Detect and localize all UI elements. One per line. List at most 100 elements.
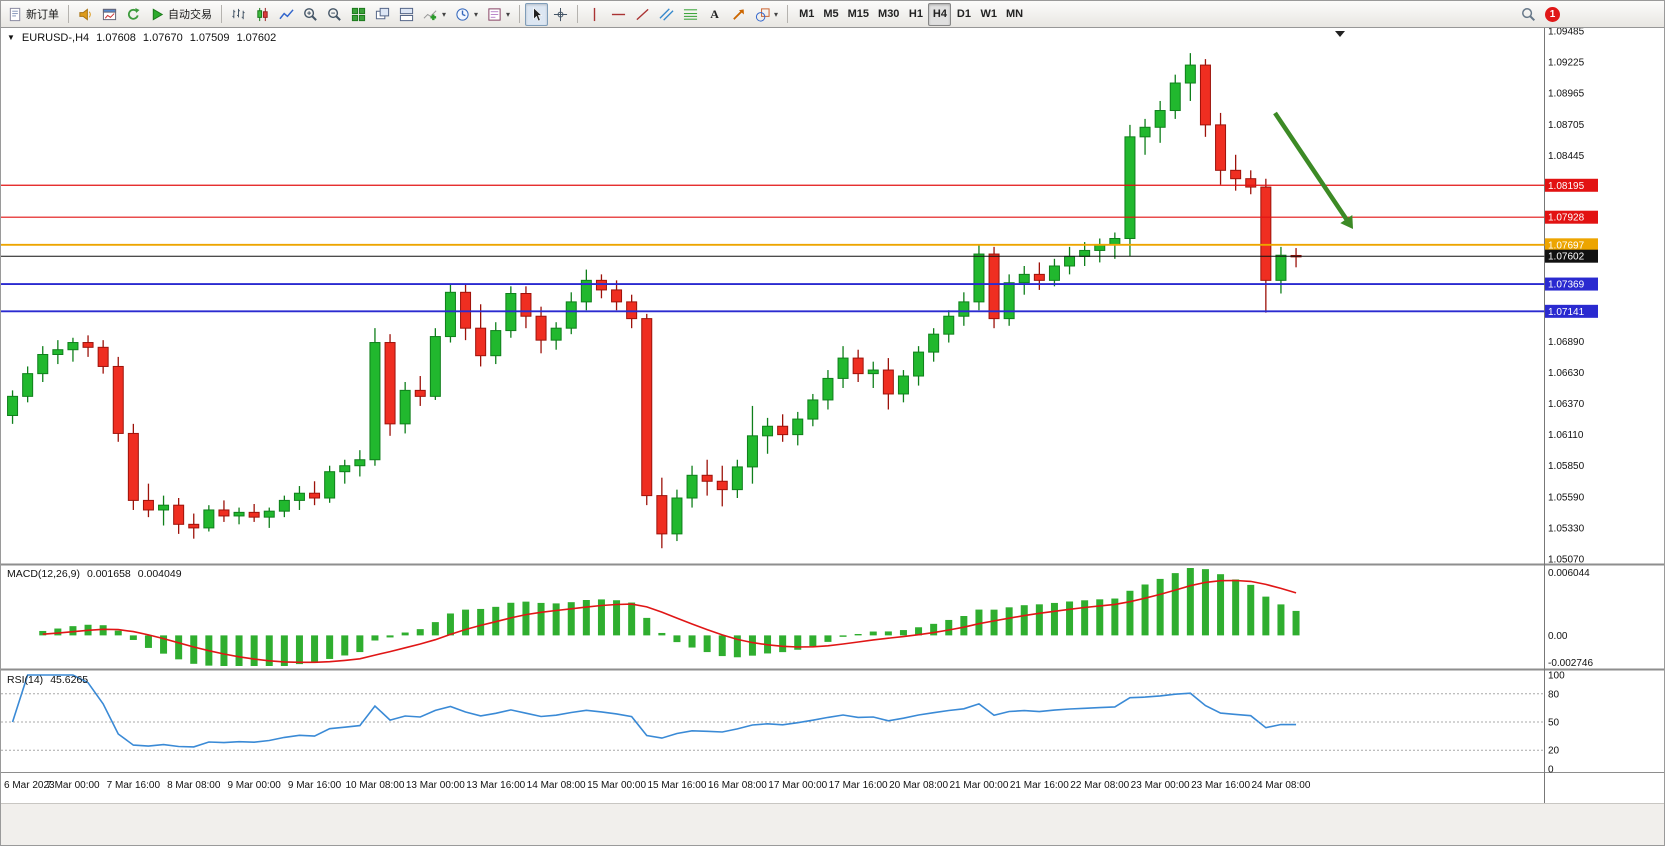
time-axis-label: 7 Mar 00:00	[46, 780, 100, 791]
macd-bar	[446, 613, 454, 636]
candle-body	[641, 318, 653, 497]
fibonacci-button[interactable]	[679, 3, 702, 26]
macd-bar	[1186, 568, 1194, 636]
candle-body	[852, 357, 864, 375]
macd-bar	[99, 625, 107, 636]
candle-body	[248, 511, 260, 518]
new-chart-button[interactable]	[98, 3, 121, 26]
candle-body	[218, 509, 230, 517]
line-chart-button[interactable]	[275, 3, 298, 26]
price-axis-label: 1.08445	[1548, 151, 1585, 162]
horizontal-line-button[interactable]	[607, 3, 630, 26]
rsi-axis-label: 80	[1548, 689, 1560, 700]
timeframe-h1-button[interactable]: H1	[904, 3, 927, 26]
candle-body	[399, 389, 411, 425]
candle-body	[127, 432, 139, 501]
timeframe-w1-button[interactable]: W1	[976, 3, 1001, 26]
candlestick-chart-button[interactable]	[251, 3, 274, 26]
auto-trading-button[interactable]: 自动交易	[146, 3, 216, 26]
time-axis-label: 22 Mar 08:00	[1070, 780, 1129, 791]
templates-button[interactable]: ▾	[483, 3, 514, 26]
macd-bar	[1035, 604, 1043, 636]
price-axis-label: 1.06370	[1548, 399, 1585, 410]
new-order-button[interactable]: 新订单	[4, 3, 63, 26]
candle-body	[762, 425, 774, 437]
timeframe-h4-button[interactable]: H4	[928, 2, 952, 26]
macd-bar	[341, 635, 349, 656]
price-tag-label: 1.08195	[1548, 181, 1585, 192]
crosshair-icon	[553, 7, 568, 22]
macd-bar	[462, 609, 470, 636]
macd-bar	[114, 630, 122, 636]
macd-bar	[582, 600, 590, 636]
shapes-button[interactable]: ▾	[751, 3, 782, 26]
symbol-marker-icon[interactable]: ▼	[7, 33, 15, 42]
candle-body	[354, 459, 366, 467]
macd-bar	[930, 623, 938, 636]
alerts-button[interactable]	[74, 3, 97, 26]
candle-body	[203, 509, 215, 529]
candle-body	[173, 504, 185, 525]
dropdown-caret-icon: ▾	[506, 9, 511, 19]
price-axis-label: 1.08705	[1548, 120, 1585, 131]
arrow-tool-button[interactable]	[727, 3, 750, 26]
periods-button[interactable]: ▾	[451, 3, 482, 26]
candle-body	[520, 293, 532, 317]
candle-body	[52, 349, 64, 355]
timeframe-mn-button[interactable]: MN	[1002, 3, 1027, 26]
notifications-button[interactable]: 1	[1541, 3, 1564, 26]
macd-bar	[1081, 600, 1089, 636]
timeframe-d1-button[interactable]: D1	[952, 3, 975, 26]
price-axis-label: 1.06890	[1548, 337, 1585, 348]
tile-windows-button[interactable]	[347, 3, 370, 26]
cursor-button[interactable]	[525, 2, 549, 26]
timeframe-m15-button[interactable]: M15	[844, 3, 873, 26]
time-axis-label: 15 Mar 16:00	[647, 780, 706, 791]
candle-body	[309, 492, 321, 499]
price-axis-label: 1.05590	[1548, 492, 1585, 503]
channel-button[interactable]	[655, 3, 678, 26]
search-button[interactable]	[1517, 3, 1540, 26]
macd-bar	[39, 630, 47, 636]
trend-arrow-annotation[interactable]	[1273, 111, 1351, 224]
macd-bar	[1141, 584, 1149, 636]
candle-body	[414, 389, 426, 397]
timeframe-m5-button[interactable]: M5	[819, 3, 842, 26]
macd-bar	[1247, 584, 1255, 636]
macd-bar	[401, 632, 409, 636]
candle-body	[233, 511, 245, 517]
time-axis-label: 8 Mar 08:00	[167, 780, 221, 791]
macd-signal-value: 0.004049	[137, 568, 182, 580]
crosshair-button[interactable]	[549, 3, 572, 26]
chart-shift-marker-icon[interactable]	[1335, 31, 1345, 37]
timeframe-m1-button[interactable]: M1	[795, 3, 818, 26]
indicators-button[interactable]: ▾	[419, 3, 450, 26]
timeframe-m30-button[interactable]: M30	[874, 3, 903, 26]
candle-body	[656, 495, 668, 535]
vertical-line-button[interactable]	[583, 3, 606, 26]
zoom-in-button[interactable]	[299, 3, 322, 26]
macd-bar	[295, 635, 303, 665]
candle-body	[1169, 82, 1181, 112]
trendline-button[interactable]	[631, 3, 654, 26]
macd-bar	[1171, 573, 1179, 636]
refresh-button[interactable]	[122, 3, 145, 26]
text-tool-button[interactable]: A	[703, 3, 726, 26]
bar-chart-button[interactable]	[227, 3, 250, 26]
tile-horizontal-button[interactable]	[395, 3, 418, 26]
price-tag-label: 1.07928	[1548, 213, 1585, 224]
dropdown-caret-icon: ▾	[442, 9, 447, 19]
candle-body	[595, 279, 607, 291]
macd-bar	[311, 635, 319, 663]
candle-body	[460, 291, 472, 329]
macd-bar	[280, 635, 288, 666]
time-axis-label: 13 Mar 00:00	[406, 780, 465, 791]
macd-bar	[371, 635, 379, 641]
time-axis-label: 15 Mar 00:00	[587, 780, 646, 791]
cascade-windows-button[interactable]	[371, 3, 394, 26]
candle-body	[913, 351, 925, 377]
zoom-out-button[interactable]	[323, 3, 346, 26]
rsi-line	[11, 674, 1297, 748]
macd-bar	[431, 622, 439, 636]
